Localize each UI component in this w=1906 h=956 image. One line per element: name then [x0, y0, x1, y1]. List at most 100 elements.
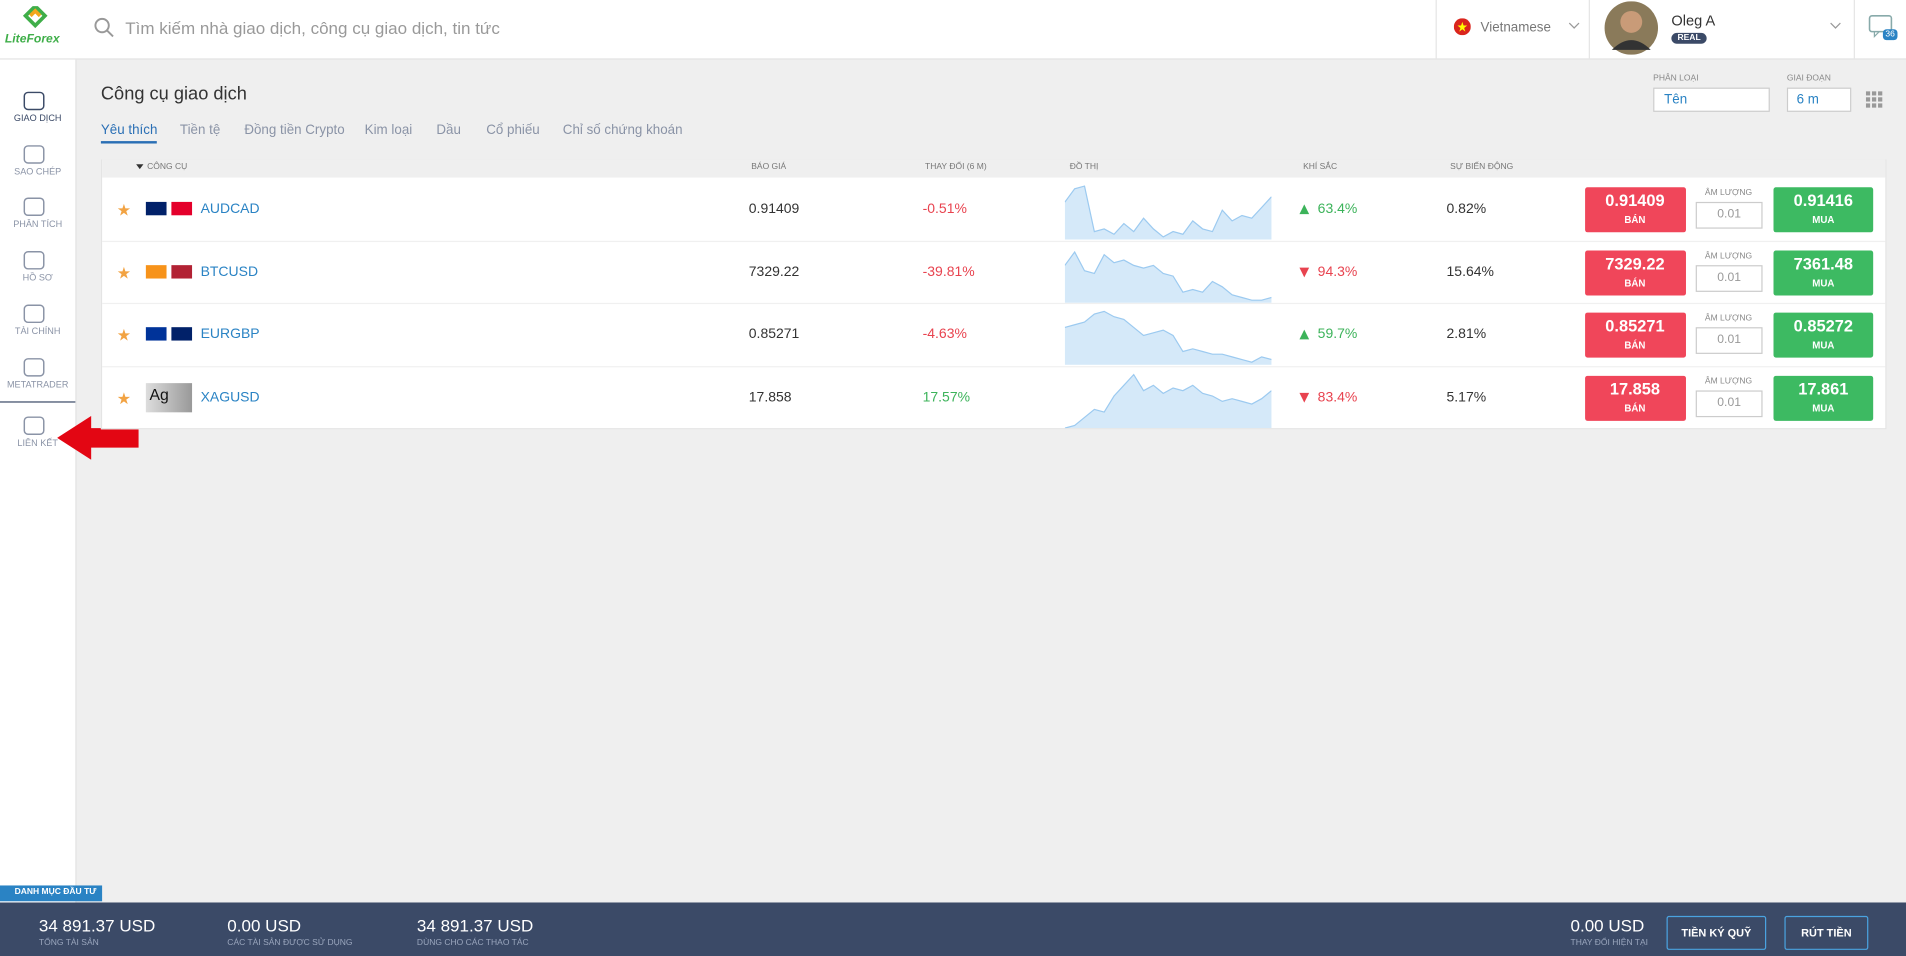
- volatility: 2.81%: [1446, 327, 1487, 343]
- chevron[interactable]: [1568, 22, 1580, 32]
- sidebar-label[interactable]: SAO CHÉP: [14, 166, 62, 177]
- chat-icon[interactable]: [1868, 15, 1900, 44]
- tab[interactable]: Dầu: [436, 122, 461, 138]
- sidebar-icon[interactable]: [23, 416, 45, 435]
- chevron[interactable]: [1829, 22, 1841, 32]
- language[interactable]: Vietnamese: [1480, 20, 1551, 36]
- volume-input[interactable]: 0.01: [1695, 390, 1763, 418]
- icon-shape: [23, 91, 45, 111]
- sparkline: [1064, 311, 1272, 366]
- sidebar-label[interactable]: LIÊN KẾT: [17, 437, 58, 449]
- search-input[interactable]: Tìm kiếm nhà giao dịch, công cụ giao dịc…: [125, 18, 500, 38]
- search-icon: [94, 17, 114, 38]
- quote: 17.858: [748, 390, 792, 406]
- symbol[interactable]: BTCUSD: [200, 264, 259, 280]
- avatar: [1604, 1, 1659, 55]
- sidebar-label[interactable]: TÀI CHÍNH: [14, 325, 61, 337]
- sparkline-area: [1064, 374, 1272, 429]
- symbol[interactable]: XAGUSD: [200, 390, 260, 406]
- header: [0, 0, 1906, 60]
- sell-button[interactable]: [1585, 313, 1686, 359]
- flag: [171, 327, 193, 342]
- symbol[interactable]: EURGBP: [200, 327, 260, 343]
- buy-label: MUA: [1812, 277, 1835, 289]
- grid-icon[interactable]: [1865, 91, 1883, 108]
- sidebar-label[interactable]: HỒ SƠ: [22, 271, 53, 283]
- sell-button[interactable]: [1585, 250, 1686, 296]
- annotation-arrow: [57, 415, 139, 460]
- footer: [0, 902, 1906, 956]
- tab[interactable]: Chỉ số chứng khoán: [562, 122, 683, 138]
- icon-shape: [23, 416, 45, 435]
- sell-label: BÁN: [1624, 403, 1646, 415]
- logo-text: LiteForex: [4, 32, 60, 47]
- volume-input[interactable]: 0.01: [1695, 264, 1763, 292]
- sidebar-icon[interactable]: [23, 251, 45, 270]
- buy-button[interactable]: [1773, 313, 1874, 359]
- footer-button[interactable]: TIỀN KÝ QUỸ: [1666, 915, 1767, 950]
- flag: [171, 264, 193, 279]
- sidebar-icon[interactable]: [23, 91, 45, 111]
- buy-button[interactable]: [1773, 375, 1874, 421]
- column-header[interactable]: KHÍ SẮC: [1303, 162, 1338, 172]
- volume-input[interactable]: 0.01: [1695, 201, 1763, 229]
- sell-button[interactable]: [1585, 187, 1686, 233]
- footer-button[interactable]: RÚT TIỀN: [1784, 915, 1869, 950]
- flag: [171, 201, 193, 216]
- column-header[interactable]: CÔNG CỤ: [147, 162, 188, 172]
- sidebar-icon[interactable]: [23, 145, 45, 164]
- stat-value: 0.00 USD: [227, 915, 302, 936]
- sparkline-area: [1064, 186, 1272, 240]
- tab[interactable]: Tiền tệ: [179, 122, 221, 138]
- sidebar-label[interactable]: PHÂN TÍCH: [13, 218, 63, 230]
- tab[interactable]: Đồng tiền Crypto: [244, 122, 345, 138]
- buy-price: 0.85272: [1793, 317, 1854, 336]
- volume-input[interactable]: 0.01: [1695, 327, 1763, 355]
- stat-label: THAY ĐỔI HIỆN TẠI: [1570, 938, 1649, 948]
- sparkline: [1064, 185, 1272, 240]
- row-divider: [102, 303, 1886, 305]
- portfolio-tab[interactable]: DANH MỤC ĐẦU TƯ: [0, 885, 103, 902]
- user-name[interactable]: Oleg A: [1671, 12, 1716, 30]
- star[interactable]: ★: [116, 389, 131, 408]
- tab[interactable]: Cổ phiếu: [486, 122, 540, 138]
- period-label: GIAI ĐOẠN: [1786, 74, 1831, 83]
- volume-label: ÂM LƯỢNG: [1704, 314, 1753, 324]
- sell-button[interactable]: [1585, 375, 1686, 421]
- sparkline-line: [1064, 373, 1272, 429]
- change: -0.51%: [922, 201, 967, 217]
- sentiment: 83.4%: [1317, 390, 1358, 406]
- quote: 7329.22: [748, 264, 800, 280]
- sentiment-arrow: [1299, 204, 1310, 215]
- column-header[interactable]: THAY ĐỔI (6 M): [925, 162, 987, 172]
- icon-shape: [23, 197, 45, 217]
- column-header[interactable]: BÁO GIÁ: [751, 162, 787, 172]
- column-header[interactable]: SỰ BIẾN ĐỘNG: [1450, 162, 1514, 172]
- star[interactable]: ★: [116, 326, 131, 345]
- sell-price: 7329.22: [1605, 254, 1665, 273]
- row-divider: [102, 240, 1886, 242]
- star[interactable]: ★: [116, 263, 131, 282]
- period-select[interactable]: 6 m: [1786, 87, 1852, 112]
- sidebar-icon[interactable]: [23, 358, 45, 377]
- tab[interactable]: Yêu thích: [100, 123, 158, 144]
- buy-button[interactable]: [1773, 187, 1874, 233]
- filter-select[interactable]: Tên: [1653, 87, 1770, 112]
- tab[interactable]: Kim loại: [364, 122, 413, 138]
- flag: [145, 327, 167, 342]
- sidebar-icon[interactable]: [23, 304, 45, 324]
- buy-button[interactable]: [1773, 250, 1874, 296]
- symbol[interactable]: AUDCAD: [200, 201, 260, 217]
- sparkline-line: [1064, 185, 1272, 238]
- stat-label: DÙNG CHO CÁC THAO TÁC: [416, 938, 529, 948]
- change: -39.81%: [922, 264, 975, 280]
- volatility: 5.17%: [1446, 390, 1487, 406]
- sidebar-label[interactable]: GIAO DỊCH: [13, 112, 62, 124]
- volatility: 15.64%: [1446, 264, 1494, 280]
- sidebar-separator: [0, 401, 76, 403]
- star[interactable]: ★: [116, 200, 131, 219]
- sidebar-icon[interactable]: [23, 197, 45, 217]
- buy-label: MUA: [1812, 340, 1835, 352]
- sidebar-label[interactable]: METATRADER: [6, 378, 69, 390]
